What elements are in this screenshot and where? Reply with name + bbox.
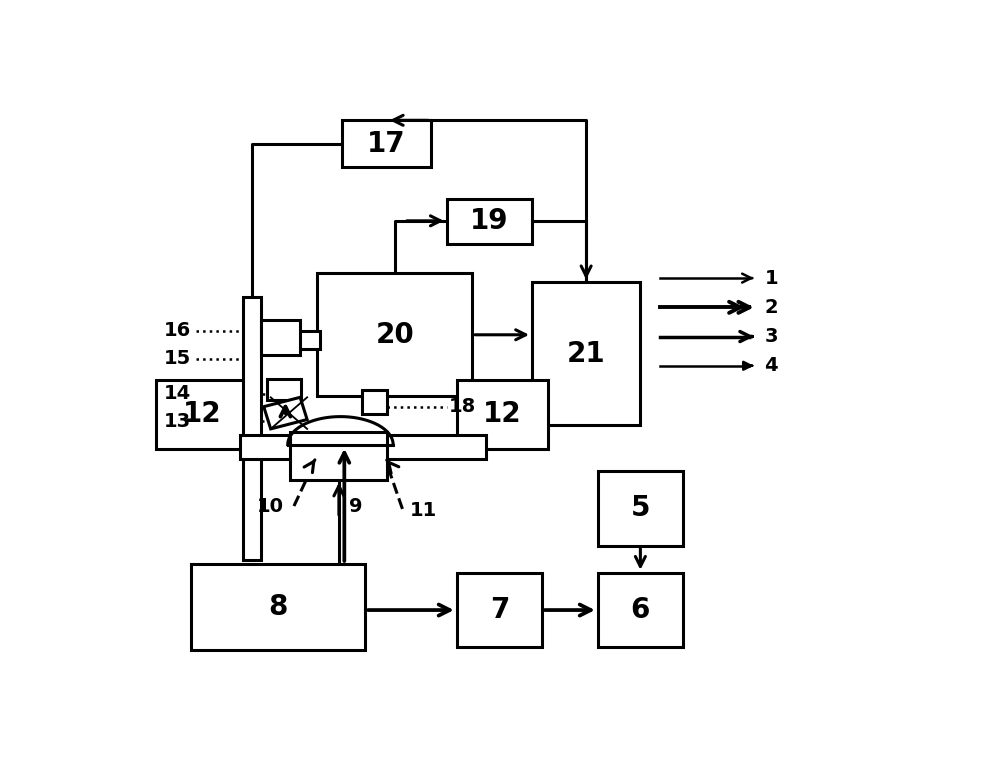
- Text: 21: 21: [567, 340, 605, 368]
- Bar: [191, 564, 365, 650]
- Bar: [261, 320, 300, 355]
- Bar: [457, 380, 548, 449]
- Text: 13: 13: [164, 412, 191, 431]
- Bar: [342, 120, 431, 167]
- Text: 5: 5: [631, 494, 650, 522]
- Text: 4: 4: [764, 356, 778, 375]
- Text: 9: 9: [349, 496, 362, 515]
- Bar: [240, 435, 486, 459]
- Text: 1: 1: [764, 269, 778, 288]
- Bar: [277, 331, 320, 349]
- Bar: [243, 297, 261, 560]
- Text: 11: 11: [410, 501, 437, 520]
- Text: 17: 17: [367, 130, 406, 158]
- Polygon shape: [264, 397, 307, 429]
- Text: 16: 16: [164, 321, 191, 340]
- Bar: [317, 273, 472, 396]
- Text: 12: 12: [483, 400, 522, 428]
- Text: 3: 3: [764, 327, 778, 346]
- Bar: [598, 572, 683, 647]
- Text: 18: 18: [449, 397, 476, 416]
- Text: 8: 8: [268, 593, 288, 621]
- Bar: [362, 390, 387, 414]
- Bar: [457, 572, 542, 647]
- Bar: [598, 471, 683, 546]
- Text: 15: 15: [164, 349, 191, 368]
- Text: 12: 12: [182, 400, 221, 428]
- Text: 2: 2: [764, 298, 778, 317]
- Bar: [156, 380, 247, 449]
- Text: 10: 10: [257, 496, 284, 515]
- Bar: [267, 380, 301, 400]
- Bar: [290, 432, 387, 480]
- Text: 20: 20: [375, 321, 414, 349]
- Text: 19: 19: [470, 207, 509, 235]
- Text: 14: 14: [164, 384, 191, 403]
- Text: 6: 6: [631, 596, 650, 624]
- Bar: [447, 199, 532, 244]
- Bar: [532, 282, 640, 425]
- Text: 7: 7: [490, 596, 509, 624]
